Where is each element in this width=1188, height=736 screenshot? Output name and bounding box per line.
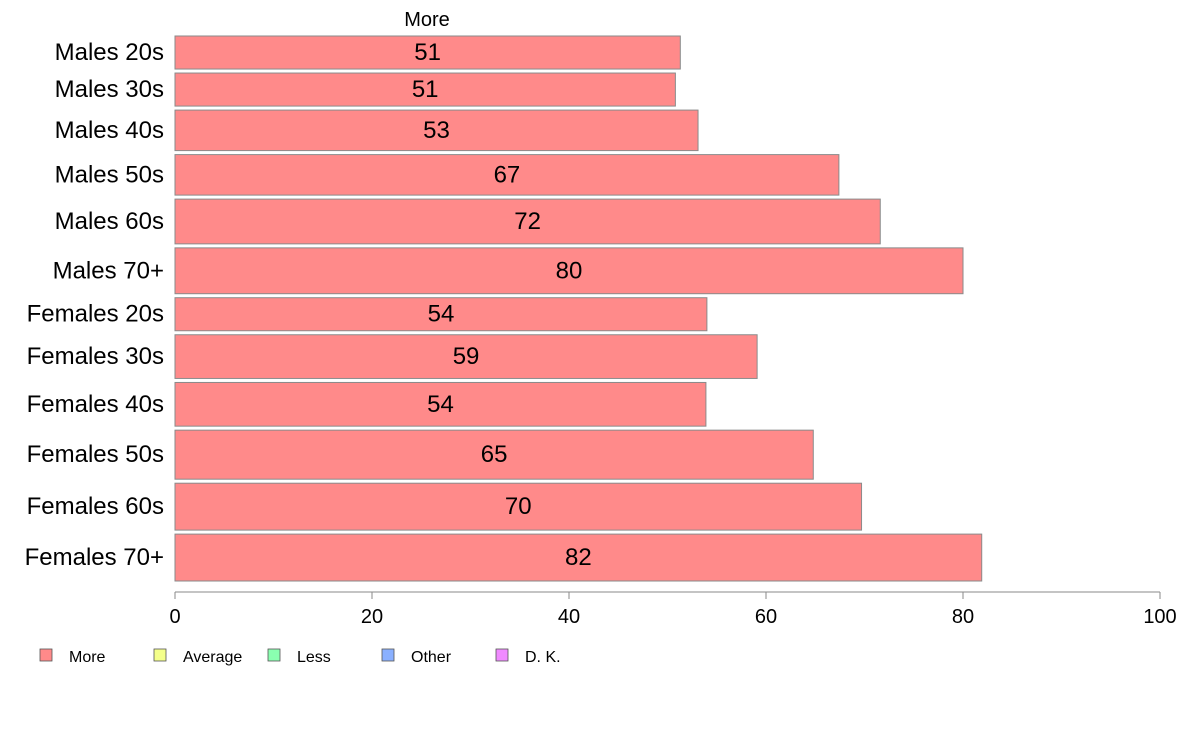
category-label: Males 70+ [53,257,164,284]
data-label: 59 [453,343,480,370]
x-tick-label: 60 [755,606,777,628]
data-label: 65 [481,441,508,468]
bar [174,247,964,295]
data-label: 51 [412,76,439,103]
category-label: Females 50s [27,441,164,468]
data-label: 54 [427,391,454,418]
category-label: Males 30s [55,76,164,103]
bar [174,72,676,107]
category-label: Males 20s [55,39,164,66]
data-label: 54 [428,301,455,328]
legend-label: Other [411,649,452,666]
bar [174,154,840,196]
x-tick-label: 40 [558,606,580,628]
data-label: 72 [514,208,541,235]
category-label: Females 60s [27,493,164,520]
bar [174,35,681,70]
x-tick-label: 80 [952,606,974,628]
data-label: 67 [494,161,521,188]
x-tick-label: 0 [169,606,180,628]
bar [174,334,758,379]
data-label: 53 [423,117,450,144]
legend-label: More [69,649,106,666]
legend-label: Less [297,649,331,666]
legend-label: D. K. [525,649,561,666]
x-tick-label: 100 [1143,606,1176,628]
category-label: Females 70+ [25,544,164,571]
legend-swatch [39,648,53,662]
bar [174,198,881,245]
data-label: 51 [414,39,441,66]
bar [174,482,863,531]
bar [174,533,983,582]
legend: More Average Less Other D. K. [39,648,561,666]
bar [174,297,708,332]
legend-swatch [267,648,281,662]
category-label: Males 50s [55,161,164,188]
data-label: 82 [565,544,592,571]
legend-label: Average [183,649,242,666]
legend-swatch [381,648,395,662]
category-label: Males 60s [55,208,164,235]
bar [174,381,707,427]
category-label: Females 40s [27,391,164,418]
x-axis: 0 20 40 60 80 100 [169,591,1177,628]
chart-header: More [404,9,450,31]
category-label: Females 20s [27,301,164,328]
bar [174,429,814,480]
bars-group: Males 20s 51 Males 30s 51 Males 40s 53 Males 5… [25,35,983,582]
category-label: Males 40s [55,117,164,144]
legend-swatch [153,648,167,662]
data-label: 70 [505,493,532,520]
legend-swatch [495,648,509,662]
data-label: 80 [556,257,583,284]
x-tick-label: 20 [361,606,383,628]
bar [174,109,699,152]
category-label: Females 30s [27,343,164,370]
